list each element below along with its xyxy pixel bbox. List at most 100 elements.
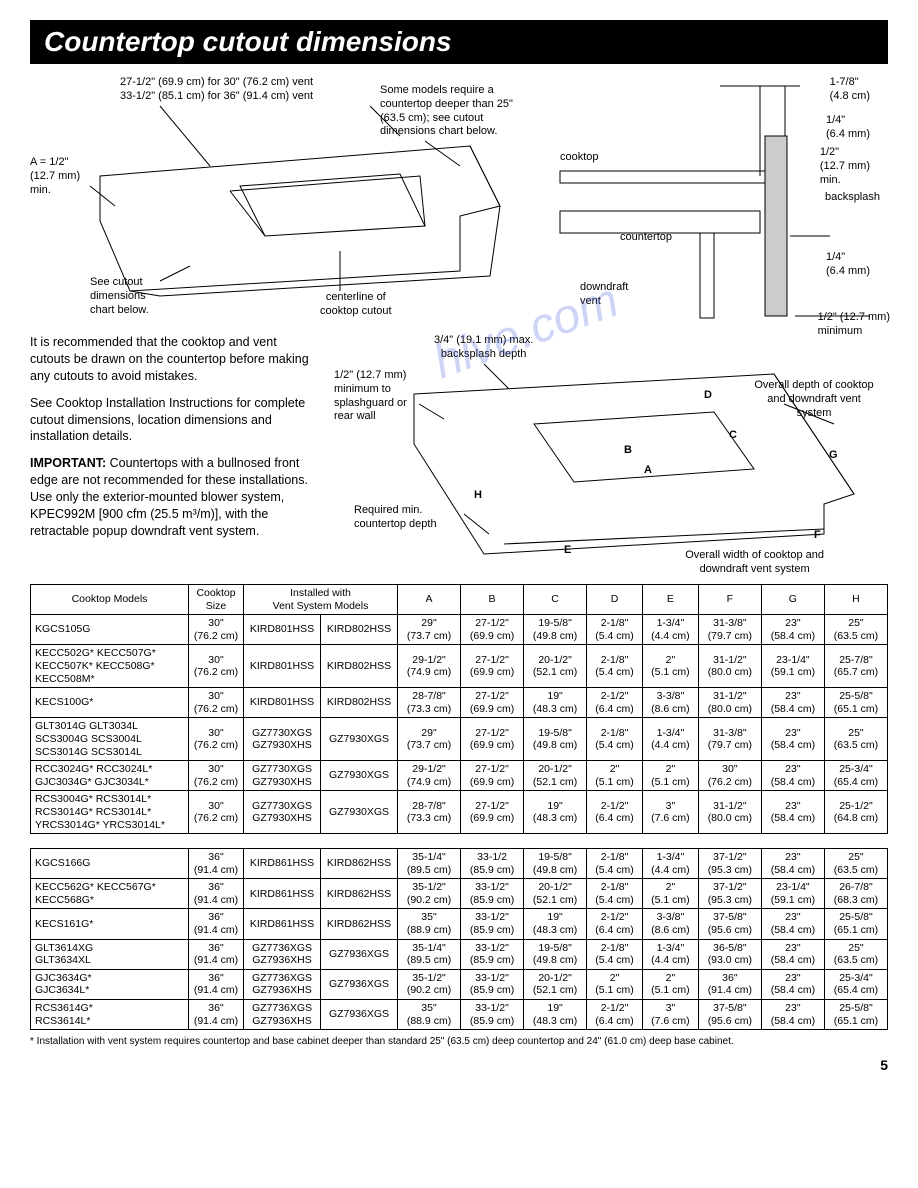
th-models: Cooktop Models: [31, 585, 189, 615]
table-cell: 35-1/2" (90.2 cm): [398, 879, 461, 909]
table-cell: KECC562G* KECC567G* KECC568G*: [31, 879, 189, 909]
table-cell: 27-1/2" (69.9 cm): [461, 645, 524, 688]
table-cell: 19" (48.3 cm): [524, 1000, 587, 1030]
body-p3: IMPORTANT: Countertops with a bullnosed …: [30, 455, 320, 539]
table-cell: 25-5/8" (65.1 cm): [824, 1000, 887, 1030]
table-cell: 29-1/2" (74.9 cm): [398, 645, 461, 688]
table-cell: 3" (7.6 cm): [642, 791, 698, 834]
th-H: H: [824, 585, 887, 615]
table-cell: GLT3614XG GLT3634XL: [31, 939, 189, 969]
table-cell: 28-7/8" (73.3 cm): [398, 791, 461, 834]
side-profile-diagram: 1-7/8" (4.8 cm) 1/4" (6.4 mm) 1/2" (12.7…: [540, 76, 880, 326]
table-row: KECS100G*30" (76.2 cm)KIRD801HSSKIRD802H…: [31, 688, 888, 718]
table-cell: GZ7936XGS: [321, 969, 398, 999]
side-diagram-svg: [540, 76, 880, 336]
table-cell: 3" (7.6 cm): [642, 1000, 698, 1030]
table-cell: 35" (88.9 cm): [398, 1000, 461, 1030]
table-cell: 23" (58.4 cm): [761, 909, 824, 939]
table-cell: 1-3/4" (4.4 cm): [642, 849, 698, 879]
table-cell: 37-5/8" (95.6 cm): [698, 909, 761, 939]
table-cell: 25-1/2" (64.8 cm): [824, 791, 887, 834]
table-cell: 23" (58.4 cm): [761, 615, 824, 645]
table-cell: 27-1/2" (69.9 cm): [461, 718, 524, 761]
table-cell: 36" (91.4 cm): [698, 969, 761, 999]
table-cell: 29-1/2" (74.9 cm): [398, 761, 461, 791]
table-cell: 33-1/2" (85.9 cm): [461, 879, 524, 909]
th-size: Cooktop Size: [189, 585, 244, 615]
table-row: RCS3004G* RCS3014L* RCS3014G* RCS3014L* …: [31, 791, 888, 834]
table-cell: GLT3014G GLT3034L SCS3004G SCS3004L SCS3…: [31, 718, 189, 761]
table-cell: 23" (58.4 cm): [761, 969, 824, 999]
table-cell: 27-1/2" (69.9 cm): [461, 791, 524, 834]
table-cell: 2-1/8" (5.4 cm): [587, 718, 643, 761]
table-cell: 2-1/2" (6.4 cm): [587, 791, 643, 834]
table-cell: 3-3/8" (8.6 cm): [642, 909, 698, 939]
table-cell: RCC3024G* RCC3024L* GJC3034G* GJC3034L*: [31, 761, 189, 791]
table-cell: KIRD862HSS: [321, 909, 398, 939]
iso-diagram-svg: [30, 76, 530, 326]
table-cell: 33-1/2" (85.9 cm): [461, 939, 524, 969]
table-cell: 2" (5.1 cm): [642, 879, 698, 909]
table-cell: 36" (91.4 cm): [189, 909, 244, 939]
table-cell: 25-5/8" (65.1 cm): [824, 909, 887, 939]
th-B: B: [461, 585, 524, 615]
table-cell: 2-1/2" (6.4 cm): [587, 1000, 643, 1030]
table-cell: KIRD801HSS: [244, 645, 321, 688]
table-cell: 20-1/2" (52.1 cm): [524, 969, 587, 999]
table-cell: 35-1/4" (89.5 cm): [398, 939, 461, 969]
table-cell: 2-1/8" (5.4 cm): [587, 615, 643, 645]
table-cell: 23" (58.4 cm): [761, 688, 824, 718]
table-cell: 36" (91.4 cm): [189, 969, 244, 999]
table-cell: 2" (5.1 cm): [587, 761, 643, 791]
table-cell: 23" (58.4 cm): [761, 1000, 824, 1030]
table-row: GJC3634G* GJC3634L*36" (91.4 cm)GZ7736XG…: [31, 969, 888, 999]
table-row: KECC562G* KECC567G* KECC568G*36" (91.4 c…: [31, 879, 888, 909]
table-cell: KIRD861HSS: [244, 879, 321, 909]
table-cell: 23" (58.4 cm): [761, 761, 824, 791]
table-cell: 2" (5.1 cm): [642, 761, 698, 791]
table-cell: 1-3/4" (4.4 cm): [642, 939, 698, 969]
table-header-row: Cooktop Models Cooktop Size Installed wi…: [31, 585, 888, 615]
table-cell: KGCS166G: [31, 849, 189, 879]
table-row: GLT3014G GLT3034L SCS3004G SCS3004L SCS3…: [31, 718, 888, 761]
table-cell: GZ7730XGS GZ7930XHS: [244, 761, 321, 791]
table-cell: KECC502G* KECC507G* KECC507K* KECC508G* …: [31, 645, 189, 688]
table-cell: 26-7/8" (68.3 cm): [824, 879, 887, 909]
table-cell: KIRD861HSS: [244, 909, 321, 939]
th-E: E: [642, 585, 698, 615]
table-cell: 23-1/4" (59.1 cm): [761, 879, 824, 909]
table-cell: 36-5/8" (93.0 cm): [698, 939, 761, 969]
table-cell: GZ7730XGS GZ7930XHS: [244, 791, 321, 834]
table-cell: 25-5/8" (65.1 cm): [824, 688, 887, 718]
table-cell: 27-1/2" (69.9 cm): [461, 615, 524, 645]
table-cell: 23" (58.4 cm): [761, 849, 824, 879]
page-title: Countertop cutout dimensions: [30, 20, 888, 64]
table-cell: 23" (58.4 cm): [761, 791, 824, 834]
table-cell: GZ7930XGS: [321, 791, 398, 834]
table-cell: 2-1/2" (6.4 cm): [587, 909, 643, 939]
table-cell: 33-1/2" (85.9 cm): [461, 1000, 524, 1030]
table-cell: 35-1/4" (89.5 cm): [398, 849, 461, 879]
table-cell: 30" (76.2 cm): [189, 688, 244, 718]
table-row: RCC3024G* RCC3024L* GJC3034G* GJC3034L*3…: [31, 761, 888, 791]
table-cell: 31-3/8" (79.7 cm): [698, 615, 761, 645]
table-cell: 25" (63.5 cm): [824, 849, 887, 879]
th-vent: Installed with Vent System Models: [244, 585, 398, 615]
table-cell: 2" (5.1 cm): [642, 645, 698, 688]
countertop-iso-diagram: 27-1/2" (69.9 cm) for 30" (76.2 cm) vent…: [30, 76, 530, 326]
table-cell: 19" (48.3 cm): [524, 909, 587, 939]
table-cell: 2" (5.1 cm): [587, 969, 643, 999]
table-cell: 25" (63.5 cm): [824, 615, 887, 645]
table-cell: KIRD862HSS: [321, 849, 398, 879]
table-cell: KIRD802HSS: [321, 645, 398, 688]
table-cell: 36" (91.4 cm): [189, 939, 244, 969]
table-cell: 31-1/2" (80.0 cm): [698, 791, 761, 834]
dimensions-table-36in: KGCS166G36" (91.4 cm)KIRD861HSSKIRD862HS…: [30, 848, 888, 1030]
th-F: F: [698, 585, 761, 615]
table-cell: GZ7736XGS GZ7936XHS: [244, 939, 321, 969]
table-cell: 25" (63.5 cm): [824, 939, 887, 969]
table-cell: 19" (48.3 cm): [524, 791, 587, 834]
th-A: A: [398, 585, 461, 615]
table-cell: 19-5/8" (49.8 cm): [524, 615, 587, 645]
table-cell: 20-1/2" (52.1 cm): [524, 645, 587, 688]
